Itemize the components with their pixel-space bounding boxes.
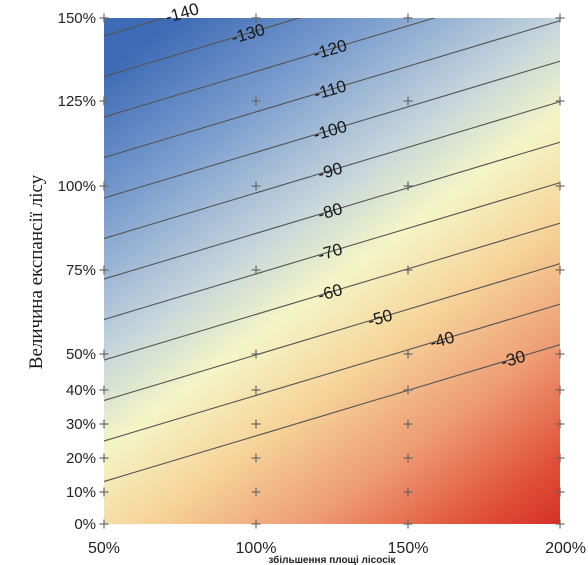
heatmap-surface <box>104 18 560 524</box>
y-tick-label: 10% <box>66 484 96 501</box>
contour-line <box>104 303 560 442</box>
y-tick-label: 30% <box>66 416 96 433</box>
sample-point <box>555 265 565 275</box>
sample-point <box>403 96 413 106</box>
sample-point <box>555 487 565 497</box>
sample-point <box>99 96 109 106</box>
sample-point <box>99 419 109 429</box>
sample-point <box>251 487 261 497</box>
contour-line <box>104 18 301 78</box>
sample-point <box>251 13 261 23</box>
contour-line <box>104 141 560 280</box>
sample-point <box>99 349 109 359</box>
sample-point <box>251 265 261 275</box>
sample-point <box>403 265 413 275</box>
sample-point <box>99 487 109 497</box>
sample-point <box>403 519 413 529</box>
contour-lines <box>104 18 560 483</box>
sample-point <box>403 419 413 429</box>
y-tick-label: 50% <box>66 346 96 363</box>
sample-point <box>251 349 261 359</box>
sample-point <box>403 13 413 23</box>
contour-line <box>104 101 560 240</box>
contour-line <box>104 222 560 361</box>
contour-line <box>104 60 560 199</box>
sample-point <box>99 519 109 529</box>
y-axis-ticks: 0% 10% 20% 30% 40% 50% 75% 100% 125% 150% <box>58 10 96 533</box>
sample-point <box>555 96 565 106</box>
sample-point <box>555 385 565 395</box>
sample-point <box>99 385 109 395</box>
y-tick-label: 20% <box>66 450 96 467</box>
sample-point <box>251 419 261 429</box>
sample-point <box>99 181 109 191</box>
y-tick-label: 40% <box>66 382 96 399</box>
contour-line <box>104 344 560 483</box>
x-tick-label: 50% <box>88 540 120 557</box>
y-axis-label: Величина експансії лісу <box>26 174 47 369</box>
sample-point <box>555 349 565 359</box>
x-axis-ticks: 50% 100% 150% 200% <box>88 540 586 557</box>
y-tick-label: 150% <box>58 10 96 27</box>
sample-point <box>251 181 261 191</box>
sample-point <box>555 13 565 23</box>
sample-point <box>403 385 413 395</box>
x-tick-label: 200% <box>545 540 586 557</box>
sample-point <box>251 385 261 395</box>
y-tick-label: 125% <box>58 93 96 110</box>
contour-line <box>104 263 560 402</box>
sample-point <box>555 453 565 463</box>
y-tick-label: 100% <box>58 178 96 195</box>
sample-point <box>251 519 261 529</box>
contour-line <box>104 182 560 321</box>
sample-point <box>403 487 413 497</box>
y-tick-label: 0% <box>74 516 96 533</box>
sample-point <box>555 519 565 529</box>
sample-point <box>99 13 109 23</box>
sample-point <box>403 453 413 463</box>
sample-point <box>99 453 109 463</box>
x-axis-label: збільшення площі лісосік <box>268 554 396 565</box>
sample-point <box>99 265 109 275</box>
sample-point <box>251 453 261 463</box>
contour-line <box>104 20 560 159</box>
sample-point <box>403 349 413 359</box>
sample-point-markers <box>99 13 565 529</box>
sample-point <box>403 181 413 191</box>
y-tick-label: 75% <box>66 262 96 279</box>
x-tick-label: 100% <box>236 540 277 557</box>
sample-point <box>555 419 565 429</box>
contour-line <box>104 18 436 118</box>
x-tick-label: 150% <box>388 540 429 557</box>
sample-point <box>555 181 565 191</box>
sample-point <box>251 96 261 106</box>
